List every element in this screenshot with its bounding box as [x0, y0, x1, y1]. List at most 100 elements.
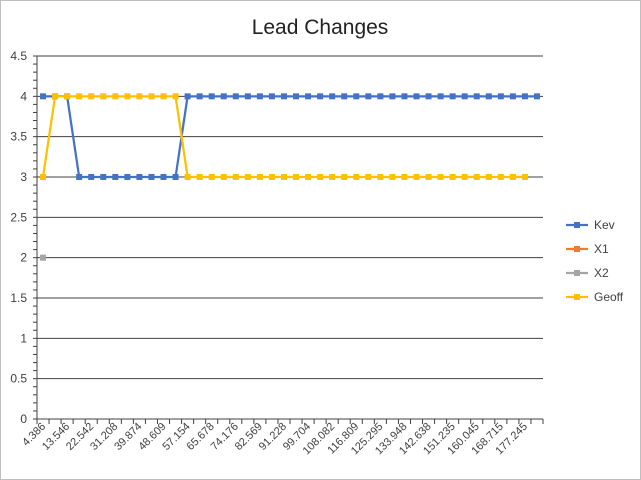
data-point-geoff	[196, 174, 203, 180]
legend-marker-kev	[574, 222, 580, 228]
data-point-kev	[377, 93, 384, 100]
data-point-geoff	[76, 93, 83, 100]
legend-item-geoff: Geoff	[566, 290, 624, 304]
data-point-kev	[473, 93, 480, 100]
legend: Kev X1 X2 Geoff	[566, 218, 624, 304]
y-tick-label: 1	[20, 331, 27, 345]
series-geoff	[40, 93, 528, 180]
data-point-kev	[148, 174, 155, 180]
y-tick-label: 2.5	[10, 210, 27, 224]
chart-title: Lead Changes	[252, 16, 389, 39]
data-point-kev	[172, 174, 179, 180]
legend-marker-x2	[574, 270, 580, 276]
legend-marker-x1	[574, 246, 580, 252]
data-point-geoff	[485, 174, 492, 180]
data-point-geoff	[172, 93, 179, 100]
data-point-kev	[497, 93, 504, 100]
y-tick-label: 3	[20, 170, 27, 184]
data-point-geoff	[136, 93, 143, 100]
data-point-kev	[317, 93, 324, 100]
data-point-geoff	[160, 93, 167, 100]
data-point-kev	[220, 93, 227, 100]
data-point-kev	[184, 93, 191, 100]
data-point-kev	[112, 174, 119, 180]
legend-label-kev: Kev	[594, 218, 615, 232]
series-group	[40, 93, 540, 261]
data-point-geoff	[497, 174, 504, 180]
data-point-geoff	[401, 174, 408, 180]
legend-marker-geoff	[574, 294, 580, 300]
data-point-kev	[341, 93, 348, 100]
data-point-geoff	[413, 174, 420, 180]
data-point-geoff	[425, 174, 432, 180]
data-point-kev	[365, 93, 372, 100]
data-point-geoff	[449, 174, 456, 180]
data-point-kev	[425, 93, 432, 100]
data-point-kev	[160, 174, 167, 180]
data-point-geoff	[365, 174, 372, 180]
axes	[33, 55, 544, 424]
data-point-kev	[293, 93, 300, 100]
data-point-geoff	[280, 174, 287, 180]
y-tick-label: 1.5	[10, 291, 27, 305]
data-point-kev	[353, 93, 360, 100]
x-axis-tick-labels: 4.38613.54622.54231.20839.87448.60957.15…	[20, 421, 530, 458]
data-point-geoff	[208, 174, 215, 180]
gridlines	[37, 55, 543, 380]
data-point-geoff	[305, 174, 312, 180]
data-point-kev	[208, 93, 215, 100]
data-point-geoff	[329, 174, 336, 180]
data-point-kev	[485, 93, 492, 100]
data-point-geoff	[88, 93, 95, 100]
data-point-x2	[40, 254, 47, 261]
data-point-geoff	[100, 93, 107, 100]
data-point-kev	[437, 93, 444, 100]
y-tick-label: 0	[20, 412, 27, 426]
legend-item-x2: X2	[566, 266, 609, 280]
data-point-kev	[268, 93, 275, 100]
legend-item-kev: Kev	[566, 218, 615, 232]
data-point-kev	[100, 174, 107, 180]
data-point-geoff	[293, 174, 300, 180]
data-point-geoff	[353, 174, 360, 180]
data-point-geoff	[437, 174, 444, 180]
data-point-kev	[401, 93, 408, 100]
data-point-geoff	[112, 93, 119, 100]
y-tick-label: 0.5	[10, 372, 27, 386]
data-point-kev	[280, 93, 287, 100]
data-point-geoff	[52, 93, 59, 100]
data-point-geoff	[341, 174, 348, 180]
legend-item-x1: X1	[566, 242, 609, 256]
data-point-kev	[76, 174, 83, 180]
data-point-kev	[232, 93, 239, 100]
data-point-kev	[461, 93, 468, 100]
data-point-kev	[88, 174, 95, 180]
data-point-geoff	[40, 174, 47, 180]
data-point-kev	[449, 93, 456, 100]
data-point-geoff	[184, 174, 191, 180]
data-point-kev	[413, 93, 420, 100]
data-point-geoff	[256, 174, 263, 180]
y-tick-label: 4.5	[10, 49, 27, 63]
y-axis-tick-labels: 0 0.5 1 1.5 2 2.5 3 3.5 4 4.5	[10, 49, 27, 426]
data-point-geoff	[220, 174, 227, 180]
data-point-geoff	[232, 174, 239, 180]
data-point-kev	[256, 93, 263, 100]
data-point-kev	[40, 93, 47, 100]
data-point-geoff	[64, 93, 71, 100]
data-point-geoff	[509, 174, 516, 180]
data-point-kev	[509, 93, 516, 100]
data-point-geoff	[317, 174, 324, 180]
data-point-geoff	[148, 93, 155, 100]
data-point-kev	[244, 93, 251, 100]
data-point-kev	[533, 93, 540, 100]
data-point-kev	[521, 93, 528, 100]
data-point-kev	[305, 93, 312, 100]
data-point-kev	[329, 93, 336, 100]
legend-label-x2: X2	[594, 266, 609, 280]
data-point-geoff	[389, 174, 396, 180]
series-x2	[40, 254, 47, 261]
data-point-kev	[124, 174, 131, 180]
